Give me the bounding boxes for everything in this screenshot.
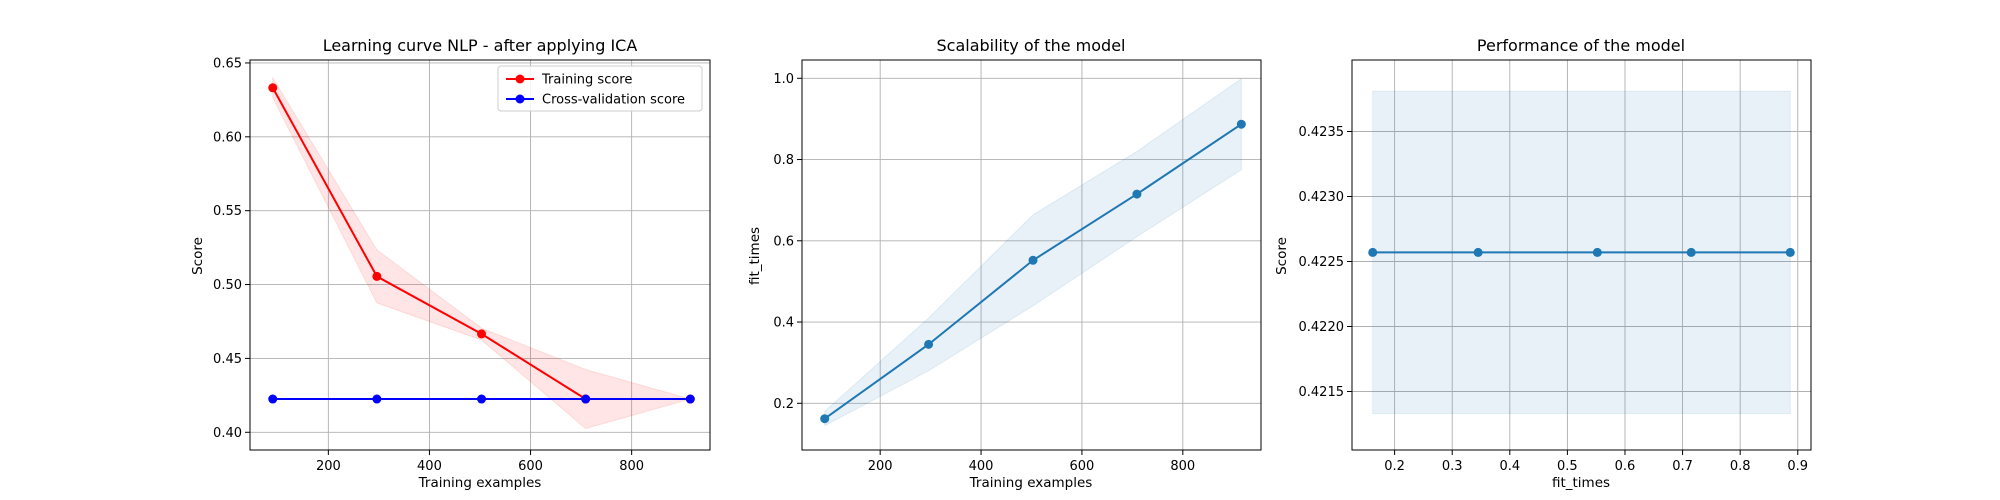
series-markers bbox=[820, 119, 1246, 424]
x-tick-label: 0.4 bbox=[1499, 459, 1520, 474]
legend-label-cross-validation: Cross-validation score bbox=[542, 93, 685, 108]
series-markers bbox=[1368, 247, 1795, 257]
x-tick-label: 0.8 bbox=[1730, 459, 1751, 474]
axis-ticks: 0.2 0.3 0.4 0.5 0.6 0.7 0.8 0.9 0.4215 0.4220 0.42… bbox=[1299, 125, 1809, 474]
chart-title: Performance of the model bbox=[1477, 36, 1685, 55]
x-tick-label: 0.5 bbox=[1557, 459, 1578, 474]
data-point bbox=[924, 339, 934, 349]
data-point bbox=[477, 394, 487, 404]
data-point bbox=[685, 394, 695, 404]
y-tick-label: 0.50 bbox=[213, 278, 242, 293]
chart-title: Learning curve NLP - after applying ICA bbox=[323, 36, 638, 55]
axes-frame bbox=[249, 59, 711, 451]
grid-lines bbox=[250, 60, 710, 450]
legend-label-training: Training score bbox=[541, 73, 632, 88]
x-axis-label: Training examples bbox=[418, 475, 542, 491]
x-tick-label: 0.9 bbox=[1787, 459, 1808, 474]
y-tick-label: 0.60 bbox=[213, 130, 242, 145]
legend-box bbox=[497, 65, 703, 112]
x-tick-label: 0.3 bbox=[1442, 459, 1463, 474]
data-point bbox=[1473, 247, 1483, 257]
y-axis-label: fit_times bbox=[747, 227, 763, 285]
data-point bbox=[372, 394, 382, 404]
data-point bbox=[581, 394, 591, 404]
chart-title: Scalability of the model bbox=[937, 36, 1126, 55]
data-point bbox=[1368, 247, 1378, 257]
data-point bbox=[268, 394, 278, 404]
axis-ticks: 200 400 600 800 0.40 0.45 0.50 0.55 0.60 0.65 bbox=[213, 56, 644, 474]
x-tick-label: 600 bbox=[518, 459, 543, 474]
legend-marker-cross-validation bbox=[515, 94, 525, 104]
confidence-band-0 bbox=[272, 75, 693, 430]
data-point bbox=[477, 329, 487, 339]
y-tick-label: 0.4220 bbox=[1299, 320, 1345, 335]
y-tick-label: 0.4235 bbox=[1299, 125, 1345, 140]
panel-scalability: Scalability of the model Training exampl… bbox=[747, 36, 1262, 491]
y-tick-label: 0.45 bbox=[213, 352, 242, 367]
y-tick-label: 0.4 bbox=[773, 316, 794, 331]
panel-performance: Performance of the model fit_times Score… bbox=[1274, 36, 1812, 491]
y-tick-label: 1.0 bbox=[773, 72, 794, 87]
x-tick-label: 0.6 bbox=[1615, 459, 1636, 474]
y-tick-label: 0.4215 bbox=[1299, 385, 1345, 400]
grid-lines bbox=[802, 60, 1261, 450]
y-tick-label: 0.4230 bbox=[1299, 190, 1345, 205]
x-axis-label: fit_times bbox=[1552, 475, 1610, 491]
y-tick-label: 0.8 bbox=[773, 153, 794, 168]
x-tick-label: 0.2 bbox=[1384, 459, 1405, 474]
data-point bbox=[372, 271, 382, 281]
x-tick-label: 400 bbox=[417, 459, 442, 474]
panel-learning-curve: Learning curve NLP - after applying ICA … bbox=[190, 36, 711, 491]
axis-ticks: 200 400 600 800 0.2 0.4 0.6 0.8 1.0 bbox=[773, 72, 1195, 474]
y-axis-label: Score bbox=[1274, 237, 1290, 275]
y-axis-label: Score bbox=[190, 237, 206, 275]
x-tick-label: 200 bbox=[316, 459, 341, 474]
axes-frame bbox=[801, 59, 1262, 451]
axes-frame bbox=[1351, 59, 1812, 451]
data-point bbox=[1132, 189, 1142, 199]
confidence-bands bbox=[824, 77, 1242, 427]
data-point bbox=[1686, 247, 1696, 257]
x-tick-label: 800 bbox=[619, 459, 644, 474]
y-tick-label: 0.65 bbox=[213, 56, 242, 71]
data-point bbox=[820, 414, 830, 424]
x-tick-label: 600 bbox=[1070, 459, 1095, 474]
x-tick-label: 0.7 bbox=[1672, 459, 1693, 474]
confidence-bands bbox=[272, 75, 693, 430]
x-tick-label: 400 bbox=[969, 459, 994, 474]
grid-lines bbox=[1352, 60, 1811, 450]
x-tick-label: 200 bbox=[868, 459, 893, 474]
y-tick-label: 0.4225 bbox=[1299, 255, 1345, 270]
data-point bbox=[268, 83, 278, 93]
confidence-band-0 bbox=[824, 77, 1242, 427]
x-axis-label: Training examples bbox=[969, 475, 1093, 491]
series-markers bbox=[268, 83, 695, 404]
x-tick-label: 800 bbox=[1170, 459, 1195, 474]
y-tick-label: 0.55 bbox=[213, 204, 242, 219]
y-tick-label: 0.40 bbox=[213, 426, 242, 441]
legend: Training score Cross-validation score bbox=[497, 65, 703, 112]
legend-marker-training bbox=[515, 74, 525, 84]
data-point bbox=[1592, 247, 1602, 257]
y-tick-label: 0.6 bbox=[773, 234, 794, 249]
data-point bbox=[1028, 255, 1038, 265]
y-tick-label: 0.2 bbox=[773, 397, 794, 412]
data-point bbox=[1236, 119, 1246, 129]
data-point bbox=[1785, 247, 1795, 257]
